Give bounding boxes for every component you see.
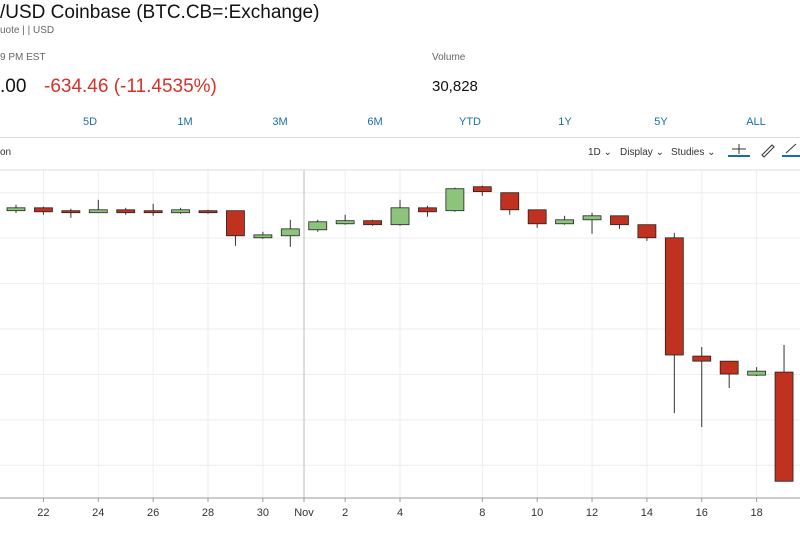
quote-title: /USD Coinbase (BTC.CB=:Exchange) [0, 2, 320, 23]
x-tick-label: 12 [586, 507, 598, 519]
candle-body [692, 355, 712, 362]
toolbar-item[interactable]: Display ⌄ [620, 147, 664, 158]
range-tab[interactable]: YTD [459, 116, 481, 128]
candle-body [6, 207, 26, 212]
candle-body [555, 219, 574, 225]
candle-body [582, 215, 602, 221]
range-tab[interactable]: ALL [746, 116, 766, 128]
candle-body [719, 360, 739, 375]
drawing-tools[interactable] [726, 140, 800, 160]
x-tick-label: 8 [479, 507, 485, 519]
x-tick-label: 4 [397, 507, 403, 519]
candle-body [171, 209, 190, 214]
x-tick-label: 2 [342, 507, 348, 519]
candle-body [226, 210, 245, 237]
candle-body [308, 221, 328, 231]
candle-body [61, 210, 81, 214]
x-tick-label: Nov [294, 507, 314, 519]
x-tick-label: 24 [92, 507, 104, 519]
candle-body [500, 192, 520, 211]
divider [0, 137, 800, 138]
toolbar-item[interactable]: Studies ⌄ [671, 147, 716, 158]
x-tick-label: 10 [531, 507, 543, 519]
quote-subtitle: uote | | USD [0, 25, 55, 36]
candle-body [143, 210, 163, 214]
candle-body [198, 210, 218, 214]
x-tick-label: 30 [257, 507, 269, 519]
x-tick-label: 26 [147, 507, 159, 519]
candle-body [363, 220, 382, 226]
candle-body [527, 209, 547, 225]
candle-body [472, 186, 492, 193]
candle-body [280, 228, 300, 237]
range-tab[interactable]: 5D [82, 116, 98, 128]
x-tick-label: 18 [750, 507, 762, 519]
candle-body [747, 370, 767, 376]
range-tab[interactable]: 6M [367, 116, 383, 128]
x-tick-label: 22 [37, 507, 49, 519]
candle-body [253, 234, 273, 239]
toolbar-item[interactable]: on [0, 147, 12, 158]
price-change: -634.46 (-11.4535%) [44, 76, 217, 97]
candle-body [637, 224, 657, 239]
candle-body [34, 207, 53, 213]
candle-body [774, 371, 794, 482]
last-price: .00 [0, 76, 27, 97]
candle-body [418, 207, 437, 213]
x-tick-label: 16 [696, 507, 708, 519]
volume-value: 30,828 [432, 78, 478, 95]
candle-body [88, 209, 108, 214]
quote-time: 9 PM EST [0, 52, 46, 63]
range-tab[interactable]: 3M [272, 116, 288, 128]
candle-body [445, 188, 465, 212]
range-tab[interactable]: 1Y [558, 116, 572, 128]
x-tick-label: 14 [641, 507, 653, 519]
volume-label: Volume [432, 52, 466, 63]
toolbar-item[interactable]: 1D ⌄ [588, 147, 612, 158]
x-tick-label: 28 [202, 507, 214, 519]
candle-body [335, 220, 355, 225]
candle-body [664, 237, 684, 356]
candle-body [116, 209, 136, 214]
candle-body [610, 215, 629, 226]
candle-body [390, 207, 410, 226]
range-tab[interactable]: 5Y [654, 116, 668, 128]
range-tab[interactable]: 1M [177, 116, 193, 128]
